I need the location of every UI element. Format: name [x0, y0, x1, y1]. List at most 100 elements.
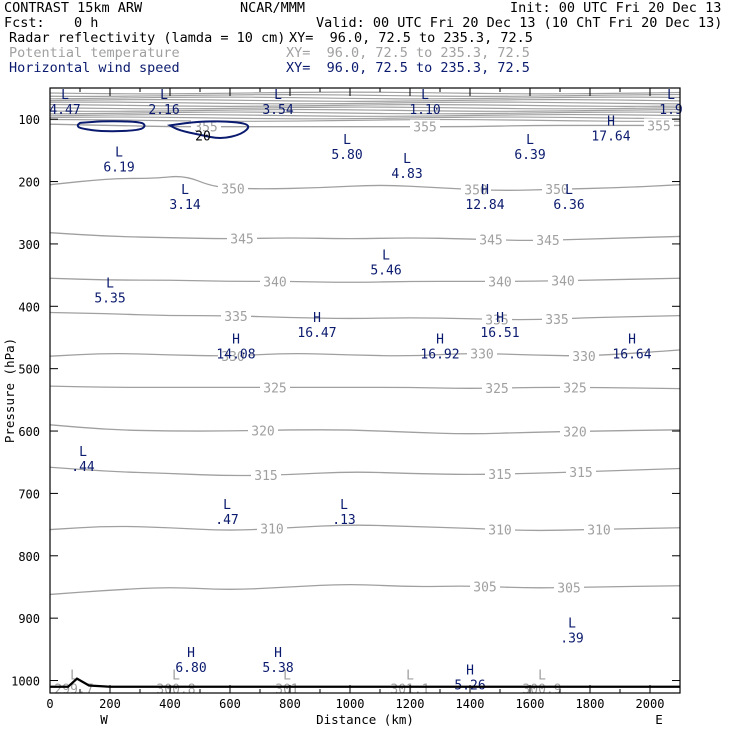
x-tick-label: 2000	[636, 697, 665, 711]
wind-extremum-high-marker: H	[232, 333, 240, 348]
theta-label-305: 305	[557, 581, 580, 596]
y-tick-label: 300	[18, 238, 40, 252]
theta-label-bg	[560, 380, 590, 395]
theta-label-bg	[221, 308, 251, 323]
wind-extremum-high-marker: H	[607, 114, 615, 129]
theta-label-340: 340	[263, 275, 286, 290]
x-tick-label: 0	[46, 697, 53, 711]
theta-label-bg	[218, 181, 248, 196]
theta-label-335: 335	[545, 313, 568, 328]
theta-label-320: 320	[563, 425, 586, 440]
theta-label-bg	[542, 182, 572, 197]
x-tick-label: 200	[99, 697, 121, 711]
theta-label-bg	[467, 346, 497, 361]
reflectivity-contour-1	[76, 120, 146, 133]
wind-extremum-value: 5.38	[262, 661, 293, 676]
wind-extremum-low-marker: L	[115, 146, 123, 161]
theta-contour-340	[50, 277, 680, 283]
forecast-hour: 0 h	[74, 15, 99, 31]
wind-extremum-value: 3.14	[169, 198, 200, 213]
surface-theta-label: 301	[275, 683, 298, 698]
wind-extremum-value: 4.83	[391, 167, 422, 182]
theta-label-bg	[542, 311, 572, 326]
init-time: Init: 00 UTC Fri 20 Dec 13	[510, 0, 722, 16]
x-tick-label: 1000	[336, 697, 365, 711]
wind-extremum-low-marker: L	[223, 498, 231, 513]
theta-contour-350	[50, 175, 680, 191]
wind-extremum-high-marker: H	[436, 333, 444, 348]
upper-theta-contours	[50, 91, 680, 122]
wind-extremum-value: 4.47	[49, 103, 80, 118]
theta-label-325: 325	[563, 381, 586, 396]
theta-contour-upper	[50, 108, 680, 112]
theta-contour-335	[50, 311, 680, 321]
wind-extremum-value: 16.51	[480, 326, 519, 341]
theta-label-bg	[260, 274, 290, 289]
surface-theta-label: 300.8	[156, 683, 195, 698]
theta-label-355: 355	[413, 121, 436, 136]
wind-extremum-low-marker: L	[340, 498, 348, 513]
theta-label-330: 330	[221, 350, 244, 365]
theta-label-bg	[560, 424, 590, 439]
theta-contour-upper	[50, 116, 680, 120]
wind-extremum-low-marker: L	[79, 445, 87, 460]
wind-extremum-low-marker: L	[568, 617, 576, 632]
field-reflectivity: Radar reflectivity (lamda = 10 cm)	[9, 30, 286, 46]
wind-extremum-high-marker: H	[313, 311, 321, 326]
theta-label-bg	[569, 349, 599, 364]
wind-extremum-value: 6.39	[514, 148, 545, 163]
wind-extremum-value: 16.92	[420, 348, 459, 363]
theta-contour-upper	[50, 96, 680, 100]
theta-contour-355	[50, 123, 680, 128]
theta-label-bg	[533, 233, 563, 248]
theta-label-330: 330	[470, 347, 493, 362]
wind-extremum-value: 1.9	[659, 103, 682, 118]
theta-label-bg	[485, 467, 515, 482]
y-tick-label: 1000	[11, 675, 40, 689]
theta-label-bg	[227, 231, 257, 246]
wind-extremum-high-marker: H	[466, 663, 474, 678]
surface-theta-low-marker: L	[172, 669, 180, 684]
wind-extremum-high-marker: H	[496, 311, 504, 326]
wind-extremum-value: .47	[215, 513, 238, 528]
field-wind-xy: XY= 96.0, 72.5 to 235.3, 72.5	[286, 60, 530, 76]
theta-label-bg	[218, 349, 248, 364]
theta-label-bg	[548, 273, 578, 288]
wind-extremum-low-marker: L	[160, 88, 168, 103]
theta-contour-305	[50, 583, 680, 596]
wind-extremum-high-marker: H	[628, 333, 636, 348]
theta-label-340: 340	[551, 275, 574, 290]
theta-label-bg	[251, 468, 281, 483]
theta-contour-upper	[50, 91, 680, 95]
wind-extremum-value: 16.64	[612, 348, 651, 363]
theta-label-bg	[410, 119, 440, 134]
wind-extremum-value: 16.47	[297, 326, 336, 341]
wind-extremum-high-marker: H	[481, 183, 489, 198]
theta-label-bg	[554, 580, 584, 595]
theta-label-bg	[476, 232, 506, 247]
wind-extremum-value: 6.36	[553, 198, 584, 213]
theta-label-310: 310	[260, 523, 283, 538]
wind-extremum-low-marker: L	[382, 249, 390, 264]
wind-extremum-low-marker: L	[181, 183, 189, 198]
theta-label-bg	[482, 381, 512, 396]
wind-extremum-low-marker: L	[106, 277, 114, 292]
wind-extremum-value: 6.19	[103, 161, 134, 176]
theta-contour-310	[50, 524, 680, 532]
wind-extremum-high-marker: H	[274, 646, 282, 661]
wind-extremum-value: 6.80	[175, 661, 206, 676]
x-tick-label: 1600	[516, 697, 545, 711]
wind-extremum-low-marker: L	[421, 88, 429, 103]
theta-contour-upper	[50, 113, 680, 117]
theta-label-310: 310	[488, 524, 511, 539]
x-tick-label: 600	[219, 697, 241, 711]
x-tick-label: 1200	[396, 697, 425, 711]
field-reflectivity-xy: XY= 96.0, 72.5 to 235.3, 72.5	[289, 30, 533, 46]
x-axis-label: Distance (km)	[316, 712, 414, 727]
theta-label-bg	[485, 274, 515, 289]
field-theta-xy: XY= 96.0, 72.5 to 235.3, 72.5	[286, 45, 530, 61]
theta-contour-345	[50, 232, 680, 241]
chart-title: CONTRAST 15km ARW	[4, 0, 143, 16]
theta-contour-upper	[50, 118, 680, 122]
x-tick-label: 1800	[576, 697, 605, 711]
